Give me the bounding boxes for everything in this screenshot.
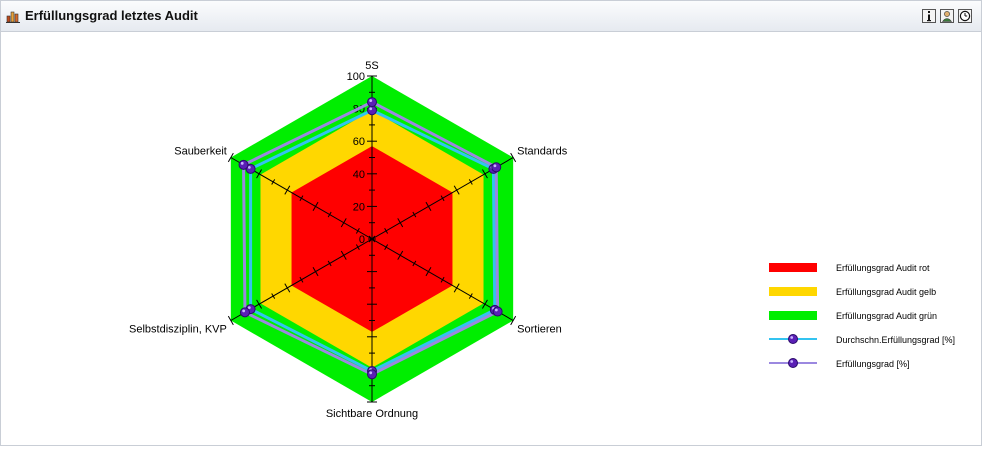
legend-label: Erfüllungsgrad Audit gelb bbox=[836, 287, 936, 297]
axis-tick-4-20 bbox=[340, 250, 347, 260]
axis-tick-2-80 bbox=[481, 299, 488, 309]
axis-label: Standards bbox=[517, 146, 568, 158]
axis-tick-5-60 bbox=[284, 185, 291, 195]
series-point-highlight bbox=[369, 99, 373, 102]
axis-tick-2-40 bbox=[425, 267, 432, 277]
clock-button[interactable] bbox=[958, 9, 972, 23]
axis-tick-1-50 bbox=[440, 195, 445, 202]
series-point-highlight bbox=[240, 161, 244, 165]
axis-tick-1-30 bbox=[412, 211, 417, 218]
axis-tick-5-50 bbox=[299, 195, 304, 202]
legend-label: Erfüllungsgrad [%] bbox=[836, 359, 910, 369]
series-point-1[interactable] bbox=[491, 162, 502, 173]
legend-label: Durchschn.Erfüllungsgrad [%] bbox=[836, 335, 955, 345]
user-settings-button[interactable] bbox=[940, 9, 954, 23]
axis-tick-5-40 bbox=[312, 201, 319, 211]
axis-tick-5-10 bbox=[355, 228, 360, 234]
legend-label: Erfüllungsgrad Audit grün bbox=[836, 311, 937, 321]
legend-marker-1 bbox=[788, 358, 798, 368]
series-point-highlight bbox=[247, 306, 251, 309]
series-point-highlight bbox=[369, 371, 373, 375]
axis-tick-5-20 bbox=[340, 218, 347, 228]
series-point-1[interactable] bbox=[367, 369, 377, 380]
series-point-highlight bbox=[369, 107, 373, 111]
legend-marker-highlight bbox=[790, 360, 794, 363]
series-point-1[interactable] bbox=[238, 159, 249, 170]
info-icon bbox=[927, 11, 931, 22]
axis-tick-5-70 bbox=[271, 179, 276, 185]
axis-tick-1-100 bbox=[510, 152, 517, 163]
axis-tick-5-80 bbox=[256, 169, 263, 179]
axis-label: Selbstdisziplin, KVP bbox=[129, 324, 227, 336]
axis-tick-2-60 bbox=[453, 283, 460, 293]
info-button[interactable] bbox=[922, 9, 936, 23]
tick-label: 0 bbox=[359, 234, 365, 246]
axis-tick-2-70 bbox=[468, 293, 473, 299]
chart-icon bbox=[6, 11, 20, 23]
axis-tick-5-30 bbox=[327, 211, 332, 218]
axis-tick-4-40 bbox=[312, 267, 319, 277]
axis-tick-4-80 bbox=[256, 299, 263, 309]
user-settings-icon bbox=[941, 11, 953, 22]
tick-label: 20 bbox=[353, 201, 365, 213]
clock-icon bbox=[959, 10, 971, 22]
axis-tick-5-100 bbox=[227, 152, 234, 163]
axis-tick-1-70 bbox=[468, 179, 473, 185]
legend-label: Erfüllungsgrad Audit rot bbox=[836, 263, 930, 273]
axis-tick-1-80 bbox=[481, 169, 488, 179]
axis-tick-4-60 bbox=[284, 283, 291, 293]
legend-swatch-0 bbox=[769, 263, 817, 272]
panel-header: Erfüllungsgrad letztes Audit bbox=[1, 1, 981, 32]
axis-tick-2-100 bbox=[510, 315, 517, 326]
axis-tick-4-100 bbox=[227, 315, 234, 326]
axis-tick-4-70 bbox=[271, 293, 276, 299]
axis-tick-1-60 bbox=[453, 185, 460, 195]
series-point-highlight bbox=[493, 164, 497, 168]
axis-tick-2-10 bbox=[384, 244, 389, 250]
axis-tick-1-20 bbox=[397, 218, 404, 228]
legend-marker-highlight bbox=[790, 336, 794, 339]
axis-tick-2-30 bbox=[412, 260, 417, 267]
axis-tick-4-50 bbox=[299, 276, 304, 283]
axis-label: Sauberkeit bbox=[174, 146, 227, 158]
axis-tick-4-10 bbox=[355, 244, 360, 250]
axis-label: 5S bbox=[365, 60, 378, 72]
series-point-1[interactable] bbox=[367, 97, 377, 108]
axis-tick-2-20 bbox=[397, 250, 404, 260]
tick-label: 40 bbox=[353, 169, 365, 181]
panel-title: Erfüllungsgrad letztes Audit bbox=[25, 8, 198, 23]
series-point-1[interactable] bbox=[239, 307, 250, 318]
axis-tick-1-40 bbox=[425, 201, 432, 211]
center-marker bbox=[368, 235, 376, 243]
series-point-1[interactable] bbox=[492, 306, 503, 317]
series-point-highlight bbox=[247, 166, 251, 169]
tick-label: 60 bbox=[353, 136, 365, 148]
axis-tick-1-10 bbox=[384, 228, 389, 234]
axis-label: Sortieren bbox=[517, 324, 562, 336]
tick-label: 100 bbox=[347, 71, 365, 83]
series-point-highlight bbox=[242, 309, 246, 313]
series-point-highlight bbox=[494, 308, 498, 312]
legend-swatch-2 bbox=[769, 311, 817, 320]
axis-label: Sichtbare Ordnung bbox=[326, 408, 418, 420]
axis-tick-2-50 bbox=[440, 276, 445, 283]
legend-marker-0 bbox=[788, 334, 798, 344]
chart-area: 0 20 40 60 80 100 5S Standards Sortieren Sichtbar… bbox=[1, 32, 981, 445]
radar-chart: 0204060801005SStandardsSortierenSichtbar… bbox=[129, 60, 955, 420]
axis-tick-4-30 bbox=[327, 260, 332, 267]
legend-swatch-1 bbox=[769, 287, 817, 296]
